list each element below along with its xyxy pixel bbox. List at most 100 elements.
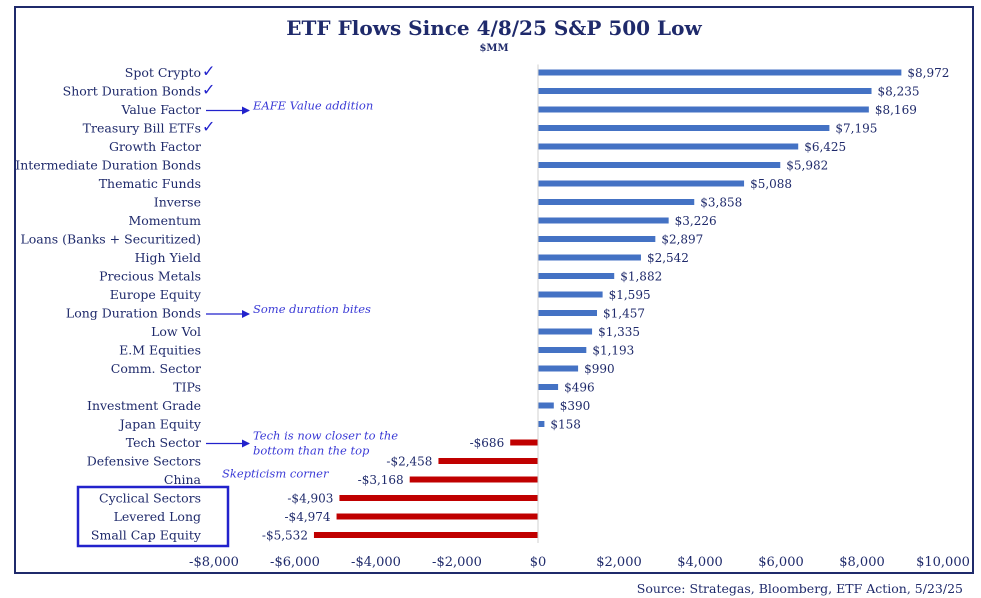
bar <box>538 310 598 316</box>
x-tick-label: -$6,000 <box>270 555 320 570</box>
data-label: -$4,974 <box>285 510 331 524</box>
data-label: $390 <box>560 399 591 413</box>
bar <box>538 106 869 113</box>
bar <box>538 328 593 335</box>
bar <box>538 291 603 298</box>
category-label: High Yield <box>135 250 201 265</box>
category-label: Small Cap Equity <box>91 528 202 543</box>
x-tick-label: -$8,000 <box>189 555 239 570</box>
bar <box>538 402 554 409</box>
category-label: Cyclical Sectors <box>99 491 201 506</box>
data-label: -$5,532 <box>262 529 308 543</box>
data-label: $3,226 <box>675 214 717 228</box>
annotation-text: Skepticism corner <box>222 467 330 481</box>
category-label: Long Duration Bonds <box>66 306 201 321</box>
bar <box>313 532 538 538</box>
data-label: -$4,903 <box>287 492 333 506</box>
category-label: TIPs <box>173 380 201 395</box>
data-label: $5,088 <box>750 177 792 191</box>
data-label: $1,193 <box>592 344 634 358</box>
bar <box>438 458 538 464</box>
bar <box>538 273 615 279</box>
category-label: Inverse <box>154 195 201 210</box>
bar <box>538 421 545 427</box>
checkmark-icon: ✓ <box>202 117 215 136</box>
category-label: Japan Equity <box>118 417 202 432</box>
category-label: Thematic Funds <box>99 176 201 191</box>
category-label: Treasury Bill ETFs <box>83 121 201 136</box>
category-label: Intermediate Duration Bonds <box>15 158 201 173</box>
category-label: Value Factor <box>120 102 201 117</box>
annotation-text: EAFE Value addition <box>252 99 373 113</box>
data-label: $1,335 <box>598 325 640 339</box>
category-label: Precious Metals <box>99 269 201 284</box>
x-tick-label: $6,000 <box>758 555 804 570</box>
annotation-text: bottom than the top <box>253 444 370 458</box>
bar <box>510 439 538 446</box>
data-label: $1,595 <box>609 288 651 302</box>
category-label: Tech Sector <box>126 435 201 450</box>
highlight-box <box>76 485 230 548</box>
data-label: $5,982 <box>786 159 828 173</box>
checkmark-icon: ✓ <box>202 80 215 99</box>
source-note: Source: Strategas, Bloomberg, ETF Action… <box>637 581 963 596</box>
bar <box>538 88 872 94</box>
data-label: $158 <box>550 418 581 432</box>
bars-group: Spot Crypto $8,972 Short Duration Bonds $8,… <box>15 62 949 543</box>
data-label: $8,972 <box>907 66 949 80</box>
x-tick-label: -$2,000 <box>432 555 482 570</box>
data-label: -$2,458 <box>386 455 432 469</box>
bar <box>339 495 538 501</box>
data-label: $6,425 <box>804 140 846 154</box>
annotations-group: EAFE Value addition Some duration bites Te… <box>76 99 398 548</box>
bar <box>538 162 781 168</box>
category-label: Comm. Sector <box>111 361 201 376</box>
annotation-text: Some duration bites <box>253 302 371 316</box>
x-tick-label: $8,000 <box>839 555 885 570</box>
data-label: $1,882 <box>620 270 662 284</box>
x-axis-ticks: -$8,000 -$6,000 -$4,000 -$2,000 $0 $2,000 $4,0… <box>189 555 970 570</box>
bar <box>538 347 587 353</box>
category-label: E.M Equities <box>119 343 201 358</box>
data-label: -$3,168 <box>358 473 404 487</box>
chart-title: ETF Flows Since 4/8/25 S&P 500 Low <box>286 16 702 40</box>
data-label: $990 <box>584 362 615 376</box>
x-tick-label: -$4,000 <box>351 555 401 570</box>
data-label: $496 <box>564 381 595 395</box>
x-tick-label: $4,000 <box>677 555 723 570</box>
bar <box>538 125 830 131</box>
bar <box>538 180 745 187</box>
bar <box>538 199 695 205</box>
category-label: Low Vol <box>151 324 201 339</box>
x-tick-label: $2,000 <box>596 555 642 570</box>
bar <box>336 513 538 520</box>
x-tick-label: $0 <box>530 555 547 570</box>
data-label: -$686 <box>470 436 505 450</box>
data-label: $2,897 <box>661 233 703 247</box>
category-label: Defensive Sectors <box>87 454 201 469</box>
data-label: $3,858 <box>700 196 742 210</box>
category-label: Short Duration Bonds <box>63 84 201 99</box>
bar <box>538 69 902 76</box>
data-label: $1,457 <box>603 307 645 321</box>
annotation-text: Tech is now closer to the <box>253 429 398 443</box>
category-label: Europe Equity <box>110 287 202 302</box>
data-label: $8,169 <box>875 103 917 117</box>
checkmark-icon: ✓ <box>202 62 215 81</box>
bar <box>538 217 669 224</box>
data-label: $8,235 <box>878 85 920 99</box>
chart-frame <box>14 6 974 574</box>
category-label: China <box>164 472 202 487</box>
chart-subtitle: $MM <box>479 43 508 54</box>
bar <box>538 236 656 242</box>
data-label: $2,542 <box>647 251 689 265</box>
category-label: Growth Factor <box>109 139 201 154</box>
category-label: Investment Grade <box>87 398 201 413</box>
bar <box>538 143 799 150</box>
data-label: $7,195 <box>835 122 877 136</box>
bar <box>538 365 579 372</box>
category-label: Loans (Banks + Securitized) <box>20 232 201 247</box>
category-label: Momentum <box>128 213 201 228</box>
category-label: Spot Crypto <box>125 65 201 80</box>
